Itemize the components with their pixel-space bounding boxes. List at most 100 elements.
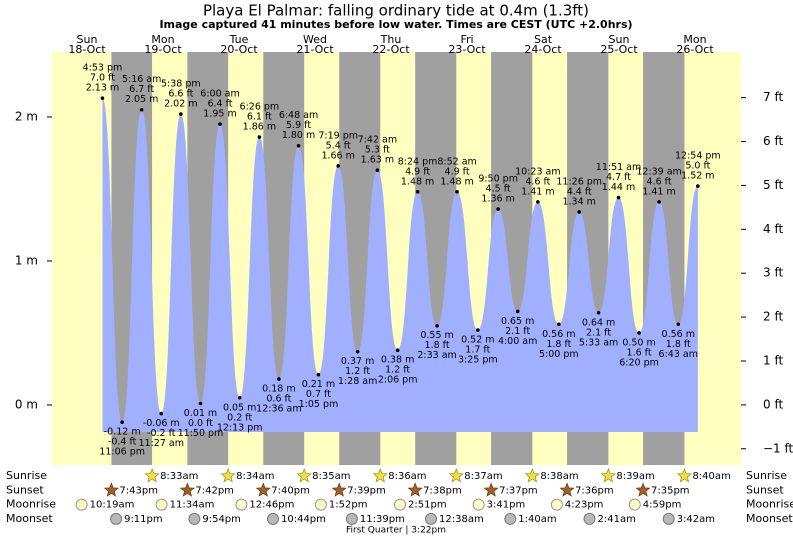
tide-label: 1.48 m [440,176,473,187]
tide-point [557,322,561,327]
tide-label: 8:24 pm [398,156,438,167]
tide-point [100,96,105,101]
row-label: Sunrise [746,469,787,482]
icon [425,512,438,525]
y-tick-label: 1 m [15,253,38,267]
day-date: 26-Oct [676,43,714,56]
tide-label: 1.34 m [562,196,595,207]
event-time: 4:23pm [565,500,604,511]
tide-point [496,207,500,211]
tide-point [198,401,203,406]
tide-label: 12:36 am [256,404,301,415]
tide-label: 4:00 am [498,336,537,347]
tide-point [179,112,183,116]
tide-label: 0.37 m [341,356,374,367]
icon [600,468,616,483]
tide-label: 1.41 m [642,186,675,197]
tide-label: 6:43 am [659,349,698,360]
y2-tick-label: −1 ft [763,441,793,455]
icon [314,498,327,511]
y2-tick-label: 3 ft [763,266,783,280]
tide-label: 3:25 pm [458,355,498,366]
event-time: 8:38am [540,471,578,482]
tide-label: 2.1 ft [505,326,530,337]
tide-label: 1.41 m [521,186,554,197]
event-time: 7:40pm [271,485,310,496]
row-label: Moonrise [6,498,56,511]
event-time: 8:40am [692,471,730,482]
tide-label: 1.63 m [361,155,394,166]
tide-point [395,348,400,353]
tide-label: 1.8 ft [546,339,571,350]
tide-label: 2:06 pm [378,375,418,386]
tide-point [316,372,321,377]
day-name: Sun [609,33,630,46]
tide-label: 7:42 am [358,135,397,146]
event-time: 12:38am [439,514,484,525]
tide-point [515,309,520,314]
tide-label: 0.50 m [622,337,655,348]
tide-label: 1.2 ft [385,365,410,376]
event-time: 7:43pm [119,485,158,496]
tide-label: 5.4 ft [326,140,351,151]
event-time: 8:39am [616,471,654,482]
y2-tick-label: 0 ft [763,397,783,411]
icon [188,512,201,525]
tide-label: 12:54 pm [675,151,721,162]
tide-point [696,184,700,188]
tide-point [375,168,380,173]
tide-point [355,349,360,354]
event-time: 9:11pm [124,514,163,525]
tide-label: 2:33 am [417,350,456,361]
event-time: 8:33am [160,471,198,482]
tide-label: 0.64 m [582,317,615,328]
event-time: 7:35pm [651,485,690,496]
tide-label: 0.18 m [262,384,295,395]
tide-label: 0.05 m [223,402,256,413]
tide-label: 0.55 m [420,330,453,341]
y2-tick-label: 1 ft [763,353,783,367]
tide-point [277,377,281,381]
tide-label: 0.52 m [461,335,494,346]
y2-tick-label: 4 ft [763,222,783,236]
tide-label: 1.8 ft [666,339,691,350]
day-date: 20-Oct [220,43,258,56]
day-date: 22-Oct [372,43,410,56]
icon [235,498,248,511]
tide-label: 11:27 am [139,438,184,449]
icon [448,468,464,483]
tide-label: 5:38 pm [161,79,201,90]
tide-label: 5:16 am [122,74,161,85]
tide-label: 4.5 ft [486,184,511,195]
day-date: 21-Oct [296,43,334,56]
icon [296,468,312,483]
tide-label: 1.44 m [602,182,635,193]
tide-point [296,143,301,148]
row-label: Moonset [746,512,793,525]
icon [255,482,271,497]
icon [110,512,123,525]
event-time: 7:37pm [499,485,538,496]
tide-label: 6.6 ft [168,89,193,100]
tide-label: 1.48 m [401,176,434,187]
tide-label: 0.01 m [184,408,217,419]
tide-point [455,190,459,194]
day-name: Thu [380,33,402,46]
moon-phase: First Quarter | 3:22pm [346,526,446,536]
tide-label: 2.1 ft [586,327,611,338]
icon [372,468,388,483]
tide-label: 0.65 m [501,316,534,327]
tide-label: 11:51 am [596,162,641,173]
icon [504,512,517,525]
event-time: 11:39pm [360,514,405,525]
tide-label: 6:20 pm [619,357,659,368]
icon [635,482,651,497]
tide-point [257,135,262,139]
tide-label: 0.38 m [381,355,414,366]
event-time: 2:41am [597,514,635,525]
tide-label: 0.2 ft [227,412,252,423]
tide-label: 5.0 ft [685,161,710,172]
day-date: 18-Oct [68,43,106,56]
event-time: 2:51pm [408,500,447,511]
tide-point [336,164,340,168]
